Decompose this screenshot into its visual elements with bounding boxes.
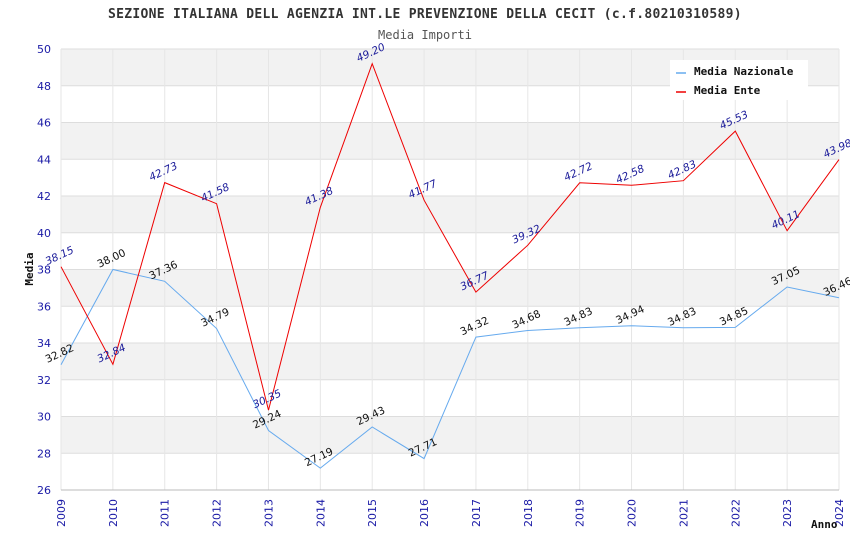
legend-label-media-nazionale: Media Nazionale: [694, 65, 794, 78]
x-tick-label: 2022: [729, 499, 742, 527]
y-tick-label: 50: [37, 43, 51, 56]
grid-band: [61, 269, 839, 307]
y-tick-label: 40: [37, 227, 51, 240]
x-tick-label: 2014: [314, 499, 327, 527]
grid-band: [61, 159, 839, 196]
y-tick-label: 48: [37, 80, 51, 93]
series-line-media-ente: [60, 62, 840, 411]
legend-box: [670, 60, 808, 100]
y-tick-label: 34: [37, 337, 51, 350]
x-tick-label: 2017: [470, 499, 483, 527]
x-tick-label: 2023: [781, 499, 794, 527]
y-tick-label: 32: [37, 374, 51, 387]
x-tick-label: 2011: [159, 499, 172, 527]
x-axis-ticks: 2009 2010 2011 2012 2013 2014 2015 2016 2017 2018…: [55, 499, 846, 527]
x-tick-label: 2016: [418, 499, 431, 527]
grid-band: [61, 196, 839, 233]
x-tick-label: 2012: [211, 499, 224, 527]
y-axis-ticks: 26 28 30 32 34 36 38 40 42 44 46 48 50: [37, 43, 51, 497]
grid-band: [61, 343, 839, 380]
x-tick-label: 2015: [366, 499, 379, 527]
series-line-media-nazionale: [60, 268, 840, 469]
y-tick-label: 42: [37, 190, 51, 203]
x-tick-label: 2010: [107, 499, 120, 527]
y-tick-label: 44: [37, 153, 51, 166]
y-tick-label: 36: [37, 300, 51, 313]
chart-subtitle: Media Importi: [378, 28, 472, 42]
legend: Media Nazionale Media Ente: [670, 60, 808, 100]
grid-band: [61, 122, 839, 160]
series-lines: [60, 62, 840, 469]
grid-band: [61, 453, 839, 490]
x-axis-label: Anno: [811, 518, 838, 531]
y-axis-label: Media: [23, 252, 36, 285]
y-tick-label: 26: [37, 484, 51, 497]
y-tick-label: 30: [37, 411, 51, 424]
grid-band: [61, 416, 839, 454]
x-tick-label: 2013: [262, 499, 275, 527]
y-tick-label: 38: [37, 264, 51, 277]
grid-band: [61, 306, 839, 343]
x-tick-label: 2019: [574, 499, 587, 527]
grid-bands: [60, 48, 840, 491]
chart-title: SEZIONE ITALIANA DELL AGENZIA INT.LE PRE…: [108, 7, 742, 22]
y-tick-label: 28: [37, 447, 51, 460]
y-tick-label: 46: [37, 117, 51, 130]
x-tick-label: 2021: [677, 499, 690, 527]
legend-label-media-ente: Media Ente: [694, 84, 761, 97]
x-tick-label: 2024: [833, 499, 846, 527]
x-tick-label: 2020: [626, 499, 639, 527]
grid-band: [61, 232, 839, 270]
x-tick-label: 2009: [55, 499, 68, 527]
x-tick-label: 2018: [522, 499, 535, 527]
